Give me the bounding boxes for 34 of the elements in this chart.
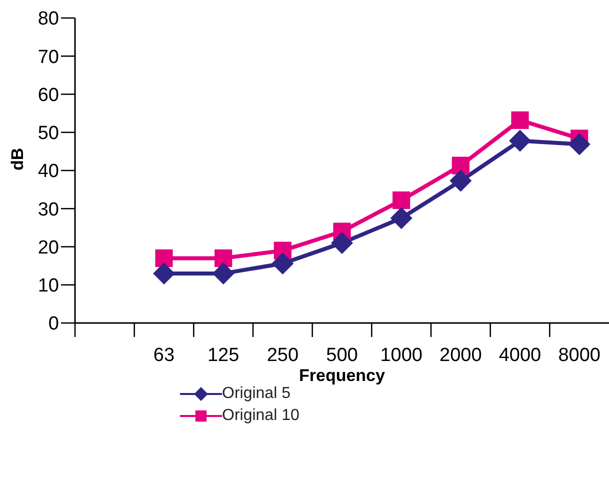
y-tick-label: 0 (48, 314, 59, 335)
y-tick-label: 50 (38, 123, 59, 144)
x-tick-label: 63 (153, 345, 175, 366)
y-tick-label: 40 (38, 161, 59, 182)
x-tick-label: 8000 (558, 345, 600, 366)
y-tick-label: 20 (38, 237, 59, 258)
point (568, 133, 590, 156)
point (392, 191, 410, 210)
x-tick-label: 500 (326, 345, 358, 366)
point (509, 130, 531, 152)
point (153, 262, 175, 284)
point (155, 249, 173, 267)
point (214, 249, 232, 267)
x-axis-title: Frequency (299, 366, 386, 385)
y-tick-label: 60 (38, 84, 59, 106)
x-tick-label: 2000 (440, 345, 482, 366)
legend-label: Original 10 (222, 407, 300, 425)
point (212, 262, 234, 284)
y-tick-label: 80 (38, 8, 59, 30)
x-tick-label: 4000 (498, 345, 542, 366)
point (390, 207, 412, 230)
legend-label: Original 5 (222, 385, 290, 403)
x-tick-label: 125 (207, 345, 240, 366)
y-axis-title: dB (8, 148, 28, 170)
y-tick-label: 10 (38, 276, 59, 297)
y-tick-label: 70 (38, 46, 59, 68)
point (452, 156, 470, 174)
point (331, 232, 353, 254)
x-tick-label: 1000 (380, 345, 422, 366)
point (511, 111, 529, 129)
point (450, 170, 472, 192)
x-tick-label: 250 (266, 345, 299, 366)
y-tick-label: 30 (38, 199, 59, 220)
point (272, 252, 294, 275)
